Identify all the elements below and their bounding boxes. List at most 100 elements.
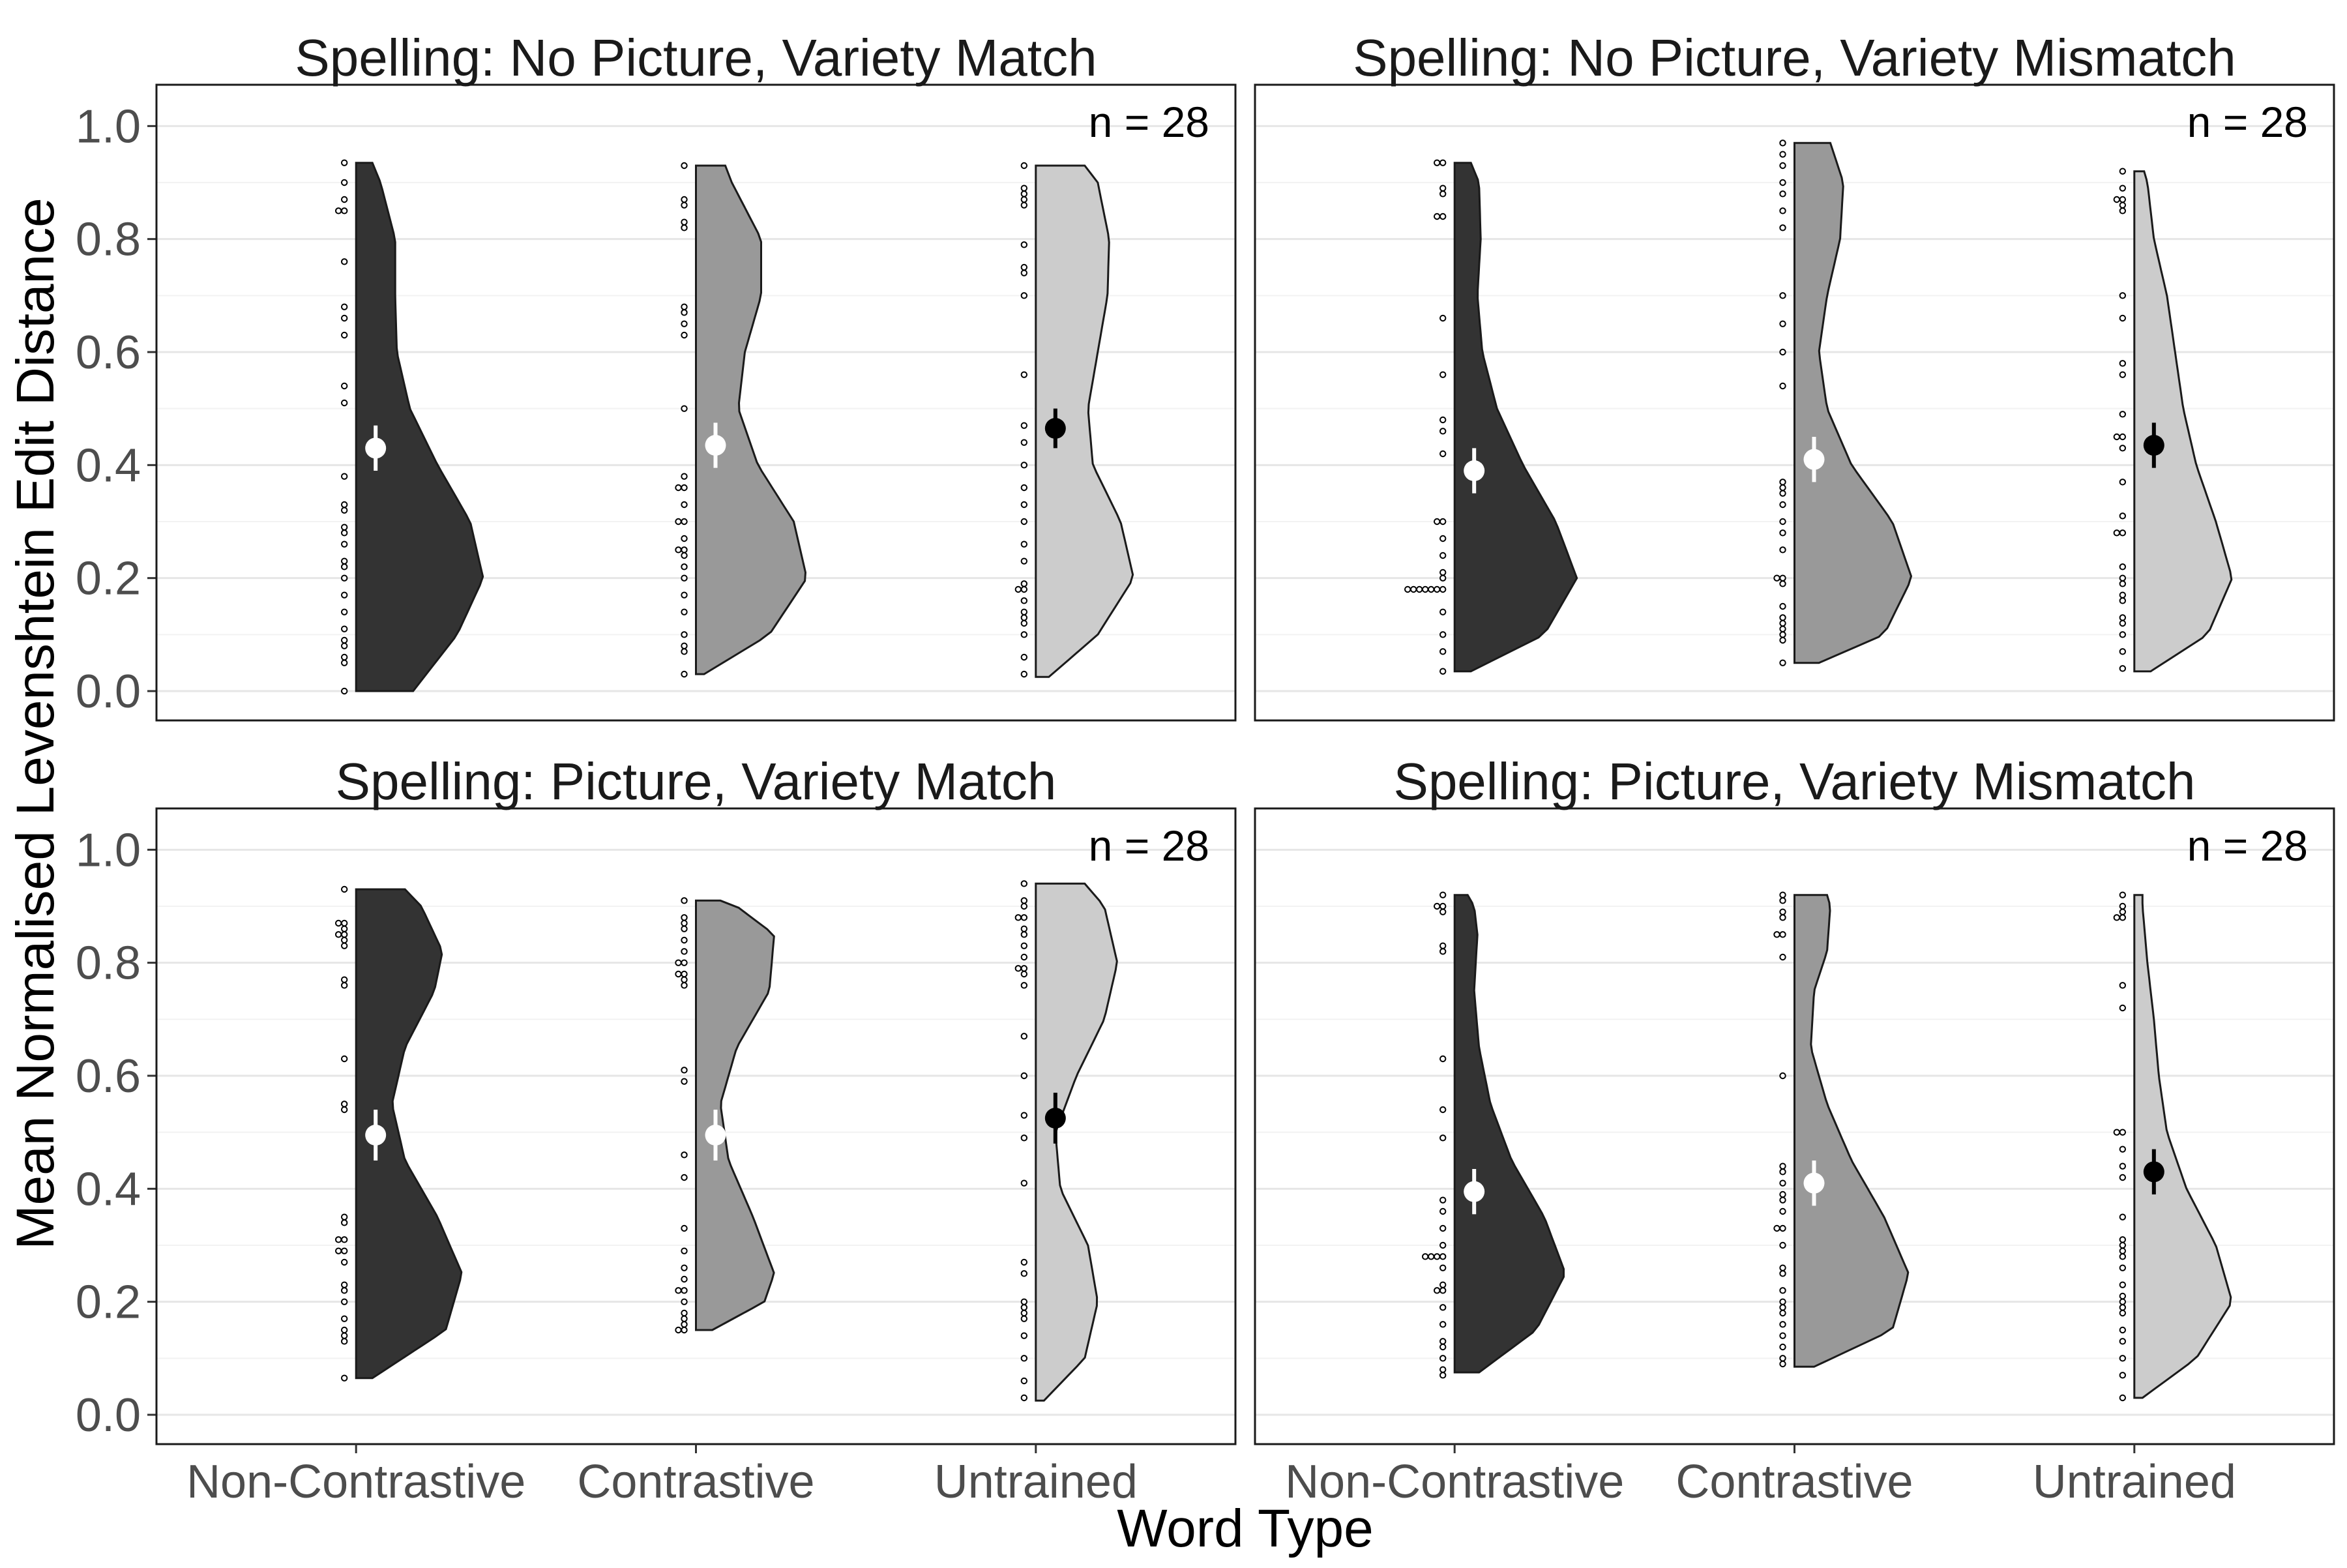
data-point — [1779, 1287, 1786, 1294]
data-point — [681, 976, 688, 983]
data-point — [1020, 371, 1028, 378]
data-point — [1439, 1253, 1447, 1260]
data-point — [340, 557, 348, 565]
data-point — [1020, 670, 1028, 678]
data-point — [1020, 1270, 1028, 1277]
data-point — [340, 625, 348, 632]
data-point — [1439, 891, 1447, 898]
y-tick-label: 0.8 — [76, 214, 141, 266]
data-point — [1439, 942, 1447, 949]
x-tick-label: Contrastive — [577, 1456, 814, 1508]
data-point — [681, 642, 688, 649]
data-point — [1020, 925, 1028, 932]
data-point — [2119, 529, 2127, 537]
data-point — [1433, 1253, 1441, 1260]
y-tick-label: 1.0 — [76, 824, 141, 876]
data-point — [340, 1236, 348, 1243]
data-point — [1020, 1355, 1028, 1362]
data-point — [1020, 1258, 1028, 1266]
data-point — [2119, 1162, 2127, 1170]
data-point — [681, 959, 688, 966]
data-point — [681, 970, 688, 978]
data-point — [1020, 619, 1028, 627]
data-point — [340, 976, 348, 983]
data-point — [1439, 185, 1447, 192]
data-point — [681, 670, 688, 678]
data-point — [1439, 450, 1447, 458]
n-label: n = 28 — [1089, 821, 1209, 870]
violin-non-contrastive — [355, 888, 463, 1380]
data-point — [1427, 585, 1435, 593]
data-point — [1433, 585, 1441, 593]
data-point — [2119, 314, 2127, 322]
data-point — [1020, 1112, 1028, 1119]
data-point — [1779, 1270, 1786, 1277]
data-point — [340, 563, 348, 570]
data-point — [340, 931, 348, 938]
data-point — [1439, 1055, 1447, 1063]
data-point — [1020, 1033, 1028, 1040]
data-point — [2119, 201, 2127, 209]
data-point — [1439, 1343, 1447, 1351]
data-point — [1779, 636, 1786, 644]
data-point — [1779, 162, 1786, 170]
violin-untrained — [2133, 894, 2232, 1399]
data-point — [1439, 585, 1447, 593]
data-point — [340, 196, 348, 203]
n-label: n = 28 — [2187, 821, 2308, 870]
data-point — [340, 1101, 348, 1108]
data-point — [681, 1315, 688, 1322]
y-tick-label: 0.6 — [76, 327, 141, 379]
data-point — [1020, 1377, 1028, 1385]
data-point — [1020, 201, 1028, 209]
data-point — [675, 1326, 682, 1334]
data-point — [1020, 190, 1028, 198]
data-point — [681, 982, 688, 989]
data-point — [1020, 597, 1028, 604]
data-point — [1020, 292, 1028, 299]
data-point — [1779, 914, 1786, 921]
data-point — [681, 1298, 688, 1305]
data-point — [2119, 563, 2127, 570]
data-point — [2119, 902, 2127, 910]
data-point — [1020, 1304, 1028, 1311]
data-point — [340, 919, 348, 927]
data-point — [681, 518, 688, 525]
data-point — [340, 331, 348, 339]
data-point — [334, 207, 342, 214]
panel-2: Spelling: No Picture, Variety Mismatch n … — [1254, 29, 2335, 722]
violin-contrastive — [1793, 894, 1910, 1368]
data-point — [681, 1247, 688, 1254]
data-point — [1433, 902, 1441, 910]
data-point — [334, 919, 342, 927]
data-point — [1779, 1072, 1786, 1080]
data-point — [1020, 608, 1028, 615]
data-point — [2113, 433, 2121, 441]
data-point — [1773, 931, 1780, 938]
data-point — [1020, 422, 1028, 429]
data-point — [2119, 1338, 2127, 1345]
data-point — [340, 659, 348, 666]
data-point — [681, 201, 688, 209]
data-point — [340, 636, 348, 644]
data-point — [1779, 479, 1786, 486]
data-point — [2119, 1247, 2127, 1254]
y-tick-label: 0.0 — [76, 1389, 141, 1442]
data-point — [1020, 462, 1028, 469]
data-point — [340, 653, 348, 661]
data-point — [1779, 207, 1786, 214]
data-point — [340, 382, 348, 390]
data-point — [2119, 591, 2127, 599]
data-point — [1779, 1191, 1786, 1198]
data-point — [675, 484, 682, 492]
data-point — [1020, 501, 1028, 509]
data-point — [1779, 224, 1786, 231]
data-point — [681, 1151, 688, 1159]
data-point — [2119, 196, 2127, 203]
data-point — [2119, 1129, 2127, 1136]
data-point — [340, 642, 348, 649]
data-point — [1020, 580, 1028, 587]
data-point — [1779, 619, 1786, 627]
data-point — [1439, 535, 1447, 542]
data-point — [340, 179, 348, 186]
